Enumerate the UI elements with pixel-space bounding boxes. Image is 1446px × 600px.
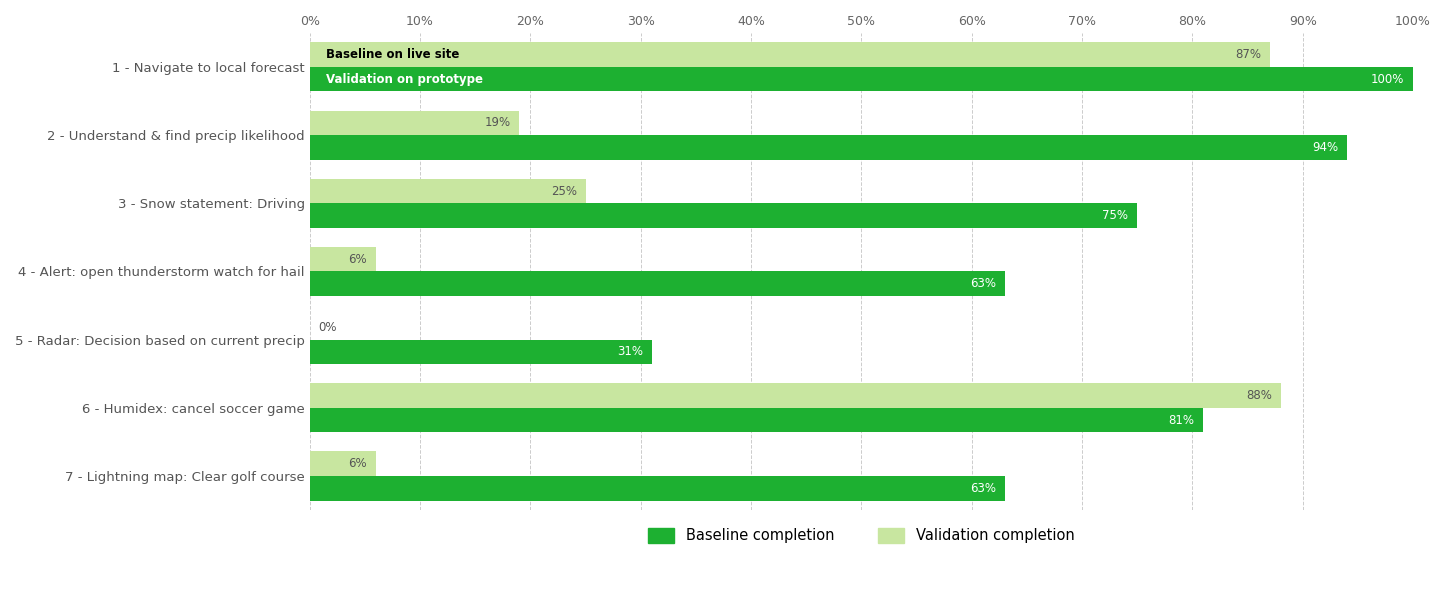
Bar — [309, 451, 376, 476]
Bar — [309, 383, 1281, 408]
Text: 88%: 88% — [1246, 389, 1272, 402]
Bar — [309, 340, 652, 364]
Bar — [309, 247, 376, 271]
Bar — [309, 135, 1346, 160]
Bar — [309, 476, 1005, 500]
Text: 31%: 31% — [617, 346, 643, 358]
Text: 63%: 63% — [970, 277, 996, 290]
Text: Validation on prototype: Validation on prototype — [327, 73, 483, 86]
Text: 19%: 19% — [484, 116, 510, 130]
Text: 75%: 75% — [1102, 209, 1128, 222]
Text: 0%: 0% — [318, 321, 337, 334]
Text: 6%: 6% — [348, 457, 367, 470]
Text: 100%: 100% — [1371, 73, 1404, 86]
Bar — [309, 67, 1413, 91]
Text: 63%: 63% — [970, 482, 996, 495]
Text: 25%: 25% — [551, 185, 577, 197]
Text: Baseline on live site: Baseline on live site — [327, 48, 460, 61]
Legend: Baseline completion, Validation completion: Baseline completion, Validation completi… — [641, 521, 1082, 551]
Text: 87%: 87% — [1235, 48, 1261, 61]
Bar — [309, 110, 519, 135]
Bar — [309, 179, 586, 203]
Bar — [309, 408, 1203, 433]
Bar — [309, 203, 1137, 228]
Bar — [309, 271, 1005, 296]
Text: 81%: 81% — [1168, 413, 1194, 427]
Text: 94%: 94% — [1312, 141, 1338, 154]
Bar — [309, 43, 1270, 67]
Text: 6%: 6% — [348, 253, 367, 266]
